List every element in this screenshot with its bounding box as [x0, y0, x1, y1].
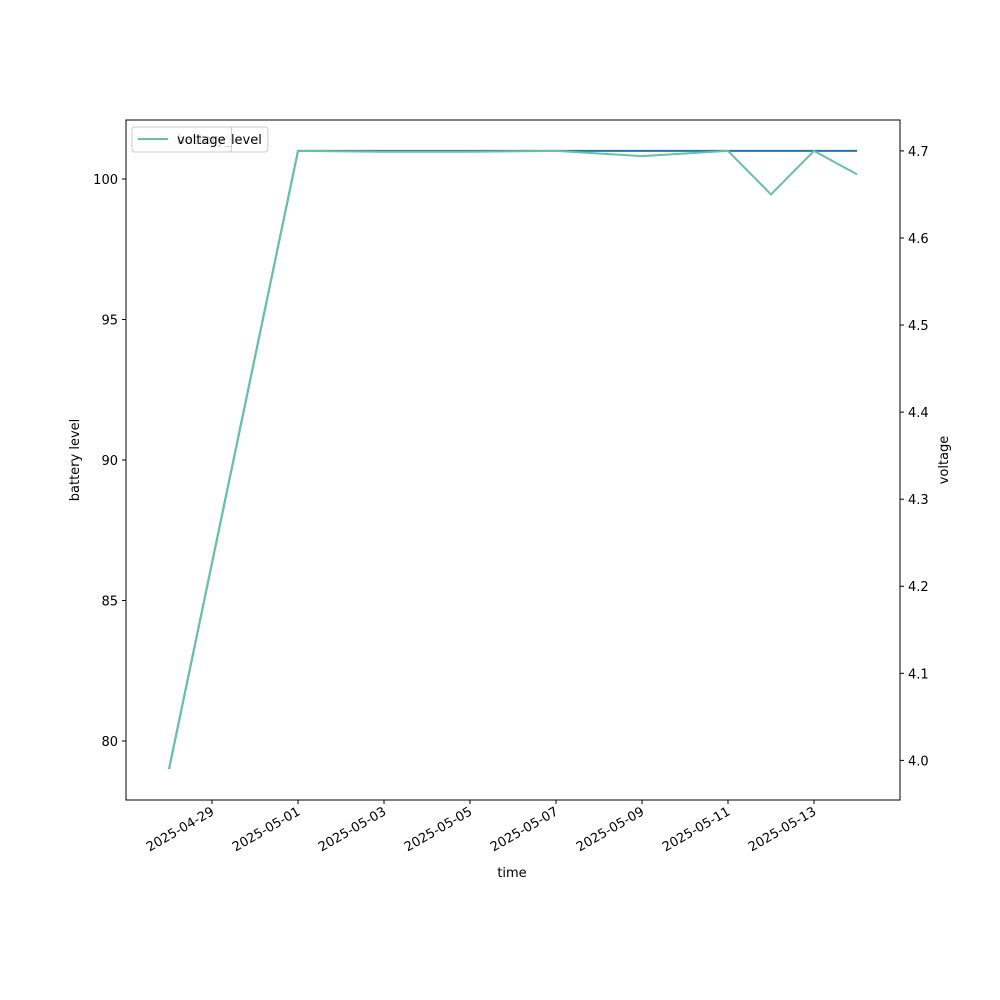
x-tick-label: 2025-05-07: [488, 804, 561, 855]
y2-tick-label: 4.4: [908, 406, 929, 421]
y-tick-label: 95: [101, 314, 118, 329]
y-axis-label: battery level: [68, 419, 83, 502]
y2-tick-label: 4.1: [908, 667, 929, 682]
y2-tick-label: 4.7: [908, 145, 929, 160]
x-tick-label: 2025-05-05: [402, 804, 475, 855]
x-tick-label: 2025-05-11: [660, 804, 733, 855]
y2-tick-label: 4.5: [908, 319, 929, 334]
legend: voltage: [131, 126, 233, 153]
y2-tick-label: 4.6: [908, 232, 929, 247]
x-tick-label: 2025-05-03: [316, 804, 389, 855]
y2-tick-label: 4.2: [908, 580, 929, 595]
y2-axis-label: voltage: [937, 436, 952, 485]
series-line: [168, 149, 857, 770]
legend-box: [131, 126, 233, 153]
y2-tick-label: 4.3: [908, 493, 929, 508]
y-tick-label: 85: [101, 594, 118, 609]
x-tick-label: 2025-04-29: [144, 804, 217, 855]
x-tick-label: 2025-05-09: [574, 804, 647, 855]
legend-label: voltage: [177, 133, 226, 148]
y2-tick-label: 4.0: [908, 754, 929, 769]
y-tick-label: 100: [93, 173, 118, 188]
x-tick-label: 2025-05-01: [230, 804, 303, 855]
x-axis-label: time: [497, 866, 526, 881]
series-line: [168, 149, 858, 770]
x-tick-label: 2025-05-13: [746, 804, 819, 855]
plot-frame: [125, 119, 901, 801]
y-tick-label: 80: [101, 735, 118, 750]
y-tick-label: 90: [101, 454, 118, 469]
